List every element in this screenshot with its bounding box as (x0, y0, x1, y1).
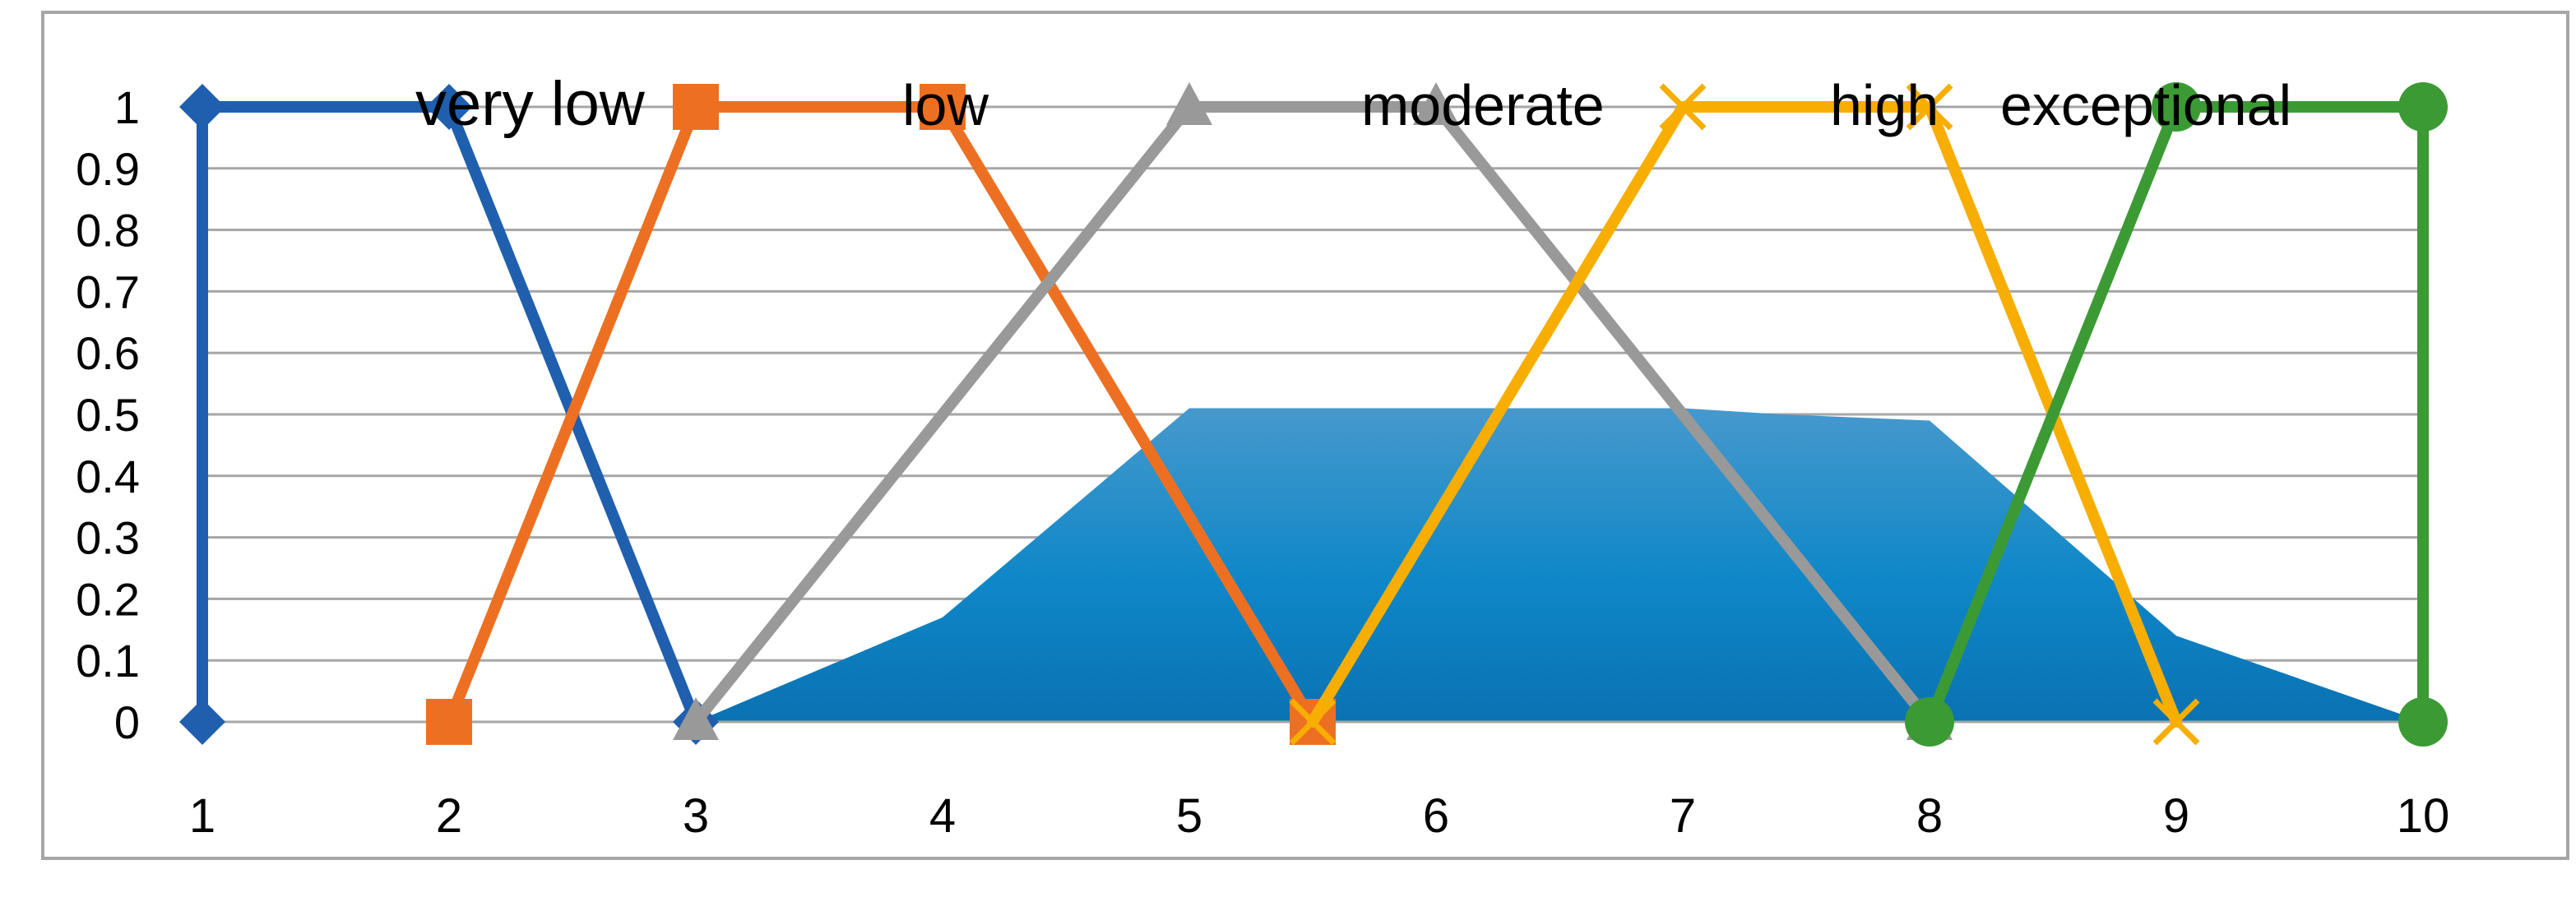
marker-x-stroke (1906, 83, 1953, 131)
y-tick-label: 0.4 (76, 451, 140, 502)
y-tick-label: 0.6 (76, 327, 140, 379)
legend-label: high (1830, 73, 1939, 137)
legend: very low low moderate high exceptional (415, 69, 2291, 139)
x-tick-label: 3 (683, 789, 709, 843)
y-tick-label: 0.8 (76, 205, 140, 257)
marker-diamond (179, 84, 225, 130)
marker-square (426, 699, 472, 745)
marker-x (2152, 698, 2200, 746)
marker-circle (2398, 82, 2448, 132)
series-line (443, 101, 1318, 728)
x-tick-label: 9 (2163, 789, 2189, 843)
series-low (426, 84, 1336, 745)
x-tick-label: 4 (929, 789, 956, 843)
marker-diamond (426, 84, 472, 130)
x-tick-label: 6 (1423, 789, 1449, 843)
area-series (696, 408, 2423, 722)
x-tick-label: 10 (2397, 789, 2450, 843)
legend-label: moderate (1361, 73, 1605, 137)
x-tick-label: 1 (189, 789, 215, 843)
marker-circle (2152, 82, 2201, 132)
y-tick-label: 1 (114, 81, 140, 133)
marker-circle (2398, 697, 2448, 747)
marker-square (920, 84, 966, 130)
marker-diamond (179, 699, 225, 745)
y-tick-label: 0.3 (76, 512, 140, 564)
area-fill (696, 408, 2423, 722)
marker-triangle (1413, 82, 1459, 125)
marker-x (1659, 83, 1707, 131)
y-tick-label: 0.9 (76, 143, 140, 195)
legend-label: very low (415, 69, 646, 139)
line-series (179, 82, 2448, 747)
series-line (1924, 101, 2429, 728)
legend-label: exceptional (2000, 73, 2291, 137)
marker-square (673, 84, 719, 130)
marker-x-stroke (2152, 698, 2200, 746)
y-tick-label: 0.1 (76, 635, 140, 687)
marker-circle (1905, 697, 1954, 747)
x-tick-label: 5 (1176, 789, 1202, 843)
y-tick-label: 0.5 (76, 389, 140, 441)
marker-x-stroke (1289, 698, 1337, 746)
axes: 0 0.1 0.2 0.3 0.4 0.5 0.6 0.7 0.8 0.9 1 1 2 3 4 5 6 7 8 9 10 (76, 81, 2449, 843)
y-tick-label: 0 (114, 696, 140, 748)
marker-x-stroke (1659, 83, 1707, 131)
series-exceptional (1905, 82, 2448, 747)
marker-x (1906, 83, 1953, 131)
x-tick-label: 7 (1670, 789, 1696, 843)
marker-triangle (1166, 82, 1212, 125)
x-tick-label: 8 (1916, 789, 1943, 843)
x-tick-label: 2 (436, 789, 462, 843)
marker-triangle (673, 697, 719, 740)
marker-x (1289, 698, 1337, 746)
y-tick-label: 0.7 (76, 266, 140, 317)
legend-label: low (902, 73, 989, 137)
y-tick-label: 0.2 (76, 573, 140, 625)
series-line (690, 101, 1935, 728)
